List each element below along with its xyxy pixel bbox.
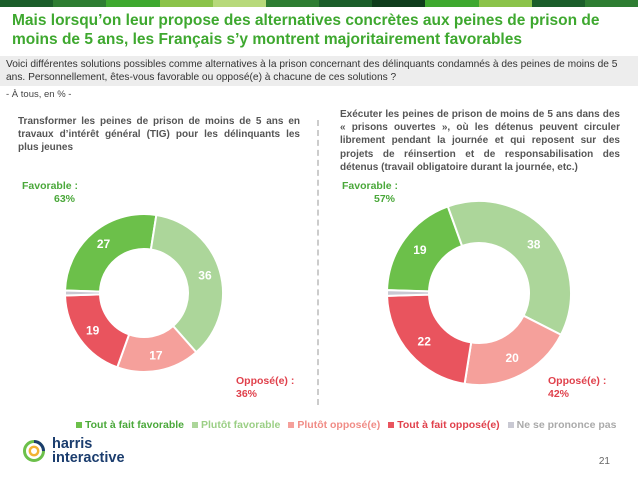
legend-label: Plutôt opposé(e) — [297, 419, 381, 431]
chart-1-favorable-label: Favorable : — [22, 180, 79, 192]
donut-slice-label: 17 — [149, 348, 163, 362]
donut-slice-label: 38 — [527, 238, 541, 252]
chart-2-oppose-label: Opposé(e) : — [548, 375, 607, 387]
header-bar-segment — [53, 0, 107, 7]
legend-label: Plutôt favorable — [201, 419, 281, 431]
question-box: Voici différentes solutions possibles co… — [0, 56, 638, 86]
chart-1-oppose: Opposé(e) : 36% — [236, 375, 308, 401]
donut-slice-2 — [149, 213, 224, 354]
legend-label: Ne se prononce pas — [516, 419, 617, 431]
donut-slice-label: 19 — [86, 323, 100, 337]
legend-swatch — [192, 422, 198, 428]
chart-2-oppose-value: 42% — [548, 388, 570, 400]
chart-1-favorable: Favorable : 63% — [22, 180, 78, 206]
donut-slice-label: 20 — [505, 351, 519, 365]
donut-slice-5 — [386, 289, 431, 297]
donut-slice-label: 36 — [198, 268, 212, 282]
header-bar-segment — [0, 0, 54, 7]
donut-slice-label: 19 — [413, 243, 427, 257]
logo-line-1: harris — [52, 436, 93, 452]
chart-2-oppose: Opposé(e) : 42% — [548, 375, 620, 401]
legend-item: Ne se prononce pas — [507, 419, 617, 431]
legend-label: Tout à fait favorable — [85, 419, 184, 431]
logo-line-2: interactive — [52, 450, 125, 466]
header-bar-segment — [372, 0, 426, 7]
header-bar-segment — [319, 0, 373, 7]
legend-swatch — [76, 422, 82, 428]
header-bar-segment — [159, 0, 213, 7]
chart-1-oppose-label: Opposé(e) : — [236, 375, 295, 387]
chart-1-oppose-value: 36% — [236, 388, 258, 400]
donut-slice-5 — [64, 289, 102, 297]
chart-2-favorable-value: 57% — [374, 193, 396, 205]
legend-item: Plutôt favorable — [192, 419, 280, 431]
header-bar-segment — [106, 0, 160, 7]
legend-label: Tout à fait opposé(e) — [397, 419, 500, 431]
header-bar-segment — [478, 0, 532, 7]
legend-item: Tout à fait opposé(e) — [388, 419, 500, 431]
header-bar-segment — [265, 0, 320, 7]
header-bar-segment — [212, 0, 266, 7]
header-bar-segment — [531, 0, 585, 7]
page-title: Mais lorsqu’on leur propose des alternat… — [12, 12, 600, 48]
base-note: - À tous, en % - — [6, 89, 72, 100]
legend-item: Tout à fait favorable — [76, 419, 184, 431]
chart-2-donut: 19 38 20 22 — [386, 200, 572, 386]
chart-divider — [317, 120, 319, 405]
chart-1-donut: 27 36 17 19 — [64, 213, 224, 373]
header-bar-segment — [584, 0, 638, 7]
chart-1-favorable-value: 63% — [54, 193, 76, 205]
donut-slice-2 — [446, 200, 572, 337]
legend-item: Plutôt opposé(e) — [288, 419, 380, 431]
chart-2-title: Exécuter les peines de prison de moins d… — [340, 109, 620, 173]
header-bar-segment — [425, 0, 479, 7]
donut-slice-label: 22 — [418, 334, 432, 348]
donut-slice-label: 27 — [97, 237, 111, 251]
chart-1-title: Transformer les peines de prison de moin… — [18, 116, 300, 154]
page-number: 21 — [598, 456, 610, 467]
legend-swatch — [288, 422, 295, 428]
chart-legend: Tout à fait favorable Plutôt favorable Plu… — [76, 419, 616, 431]
header-color-bar — [0, 0, 638, 7]
donut-slice-1 — [64, 213, 158, 293]
legend-swatch — [507, 422, 514, 428]
legend-swatch — [388, 422, 395, 428]
chart-2-favorable-label: Favorable : — [342, 180, 399, 192]
harris-interactive-logo: harris interactive — [22, 437, 125, 465]
question-text: Voici différentes solutions possibles co… — [6, 59, 618, 83]
chart-2-favorable: Favorable : 57% — [342, 180, 398, 206]
logo-ring-icon — [23, 440, 45, 462]
